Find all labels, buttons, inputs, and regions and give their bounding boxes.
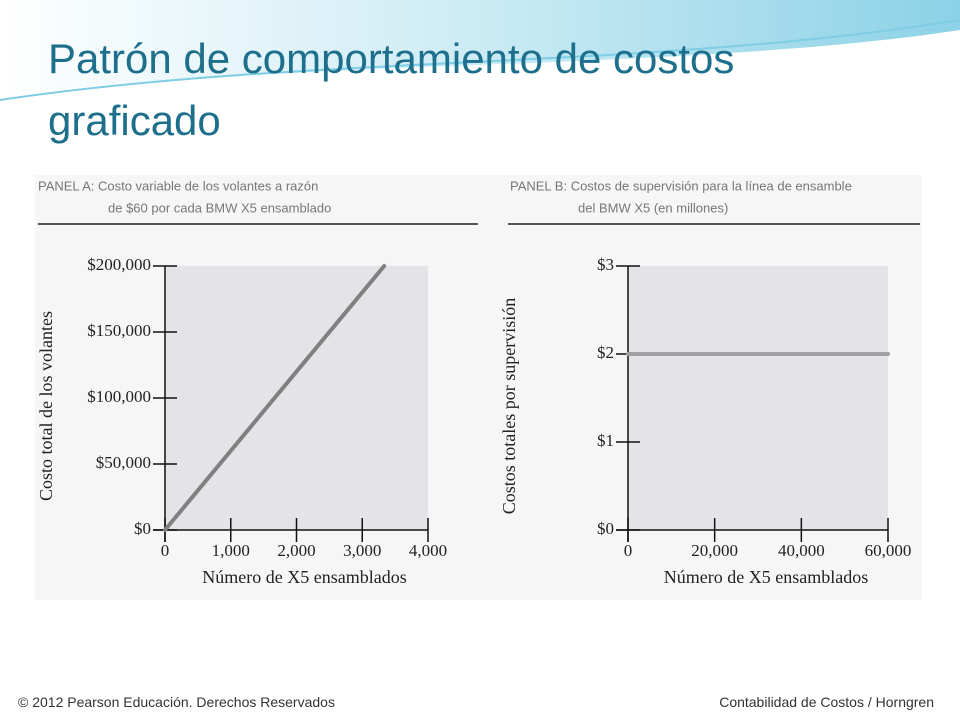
slide-title: Patrón de comportamiento de costos grafi…: [48, 35, 735, 144]
plot-area: [165, 266, 428, 530]
data-line: [163, 264, 387, 532]
x-tick-label: 4,000: [409, 541, 447, 560]
x-tick-label: 1,000: [212, 541, 250, 560]
y-tick-label: $3: [597, 255, 614, 274]
x-tick-label: 2,000: [277, 541, 315, 560]
panel-title: PANEL A: Costo variable de los volantes …: [38, 178, 318, 193]
x-axis-label: Número de X5 ensamblados: [664, 567, 868, 587]
y-tick-label: $150,000: [87, 321, 151, 340]
panel-title: PANEL B: Costos de supervisión para la l…: [510, 178, 852, 193]
x-tick-label: 40,000: [778, 541, 825, 560]
y-tick-label: $0: [597, 519, 614, 538]
panel-title: del BMW X5 (en millones): [578, 200, 728, 215]
x-tick-label: 0: [624, 541, 633, 560]
header-curve: [0, 19, 960, 101]
header-swoosh: [0, 0, 960, 95]
x-tick-label: 60,000: [865, 541, 912, 560]
y-axis-label: Costos totales por supervisión: [499, 298, 519, 515]
y-tick-label: $200,000: [87, 255, 151, 274]
plot-area: [628, 266, 888, 530]
x-tick-label: 0: [161, 541, 170, 560]
y-tick-label: $0: [134, 519, 151, 538]
panel-title: de $60 por cada BMW X5 ensamblado: [108, 200, 331, 215]
y-tick-label: $2: [597, 343, 614, 362]
x-tick-label: 20,000: [691, 541, 738, 560]
y-tick-label: $100,000: [87, 387, 151, 406]
x-tick-label: 3,000: [343, 541, 381, 560]
y-axis-label: Costo total de los volantes: [36, 311, 56, 501]
x-axis-label: Número de X5 ensamblados: [202, 567, 406, 587]
footer-left: © 2012 Pearson Educación. Derechos Reser…: [18, 694, 335, 710]
footer-right: Contabilidad de Costos / Horngren: [719, 694, 934, 710]
y-tick-label: $1: [597, 431, 614, 450]
y-tick-label: $50,000: [96, 453, 151, 472]
